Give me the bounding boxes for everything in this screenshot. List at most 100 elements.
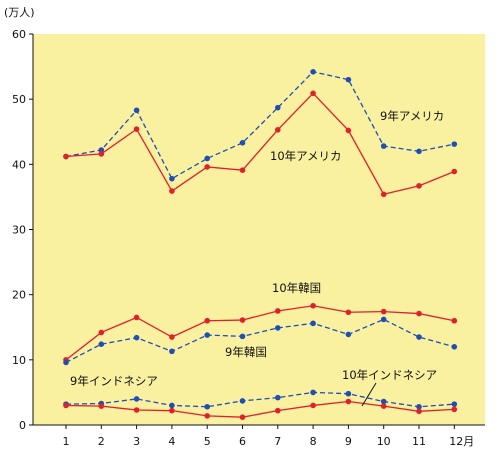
data-point <box>380 308 387 315</box>
y-tick-label: 50 <box>12 93 26 106</box>
y-tick-label: 10 <box>12 354 26 367</box>
data-point <box>239 398 246 404</box>
data-point <box>416 403 422 410</box>
data-point <box>275 126 281 133</box>
series-label: 10年インドネシア <box>342 368 437 382</box>
data-point <box>416 408 422 415</box>
x-tick-label: 2 <box>98 435 105 448</box>
data-point <box>133 126 140 132</box>
data-point <box>345 309 352 316</box>
data-point <box>204 332 210 338</box>
data-point <box>275 104 281 111</box>
y-tick-label: 0 <box>19 419 26 432</box>
data-point <box>451 344 458 350</box>
series-label: 9年韓国 <box>225 345 267 359</box>
data-point <box>169 348 175 355</box>
x-tick-label: 6 <box>239 435 246 448</box>
data-point <box>239 414 246 420</box>
data-point <box>416 148 422 155</box>
data-point <box>239 317 246 323</box>
data-point <box>451 168 458 175</box>
data-point <box>98 403 105 409</box>
data-point <box>133 407 140 413</box>
series-line <box>65 391 455 408</box>
data-point <box>310 68 316 75</box>
data-point <box>310 389 316 396</box>
x-tick-label: 8 <box>310 435 317 448</box>
series-group <box>63 68 458 420</box>
data-point <box>204 164 210 170</box>
data-point <box>169 402 175 409</box>
series-line <box>65 400 455 418</box>
data-point <box>98 147 105 153</box>
x-tick-label: 5 <box>204 435 211 448</box>
series-line <box>65 71 455 180</box>
data-point <box>275 325 281 331</box>
data-point <box>380 398 387 405</box>
data-point <box>310 402 316 409</box>
data-point <box>416 310 422 317</box>
series-label: 10年韓国 <box>272 281 321 295</box>
data-point <box>239 333 246 340</box>
data-point <box>63 153 69 160</box>
data-point <box>204 317 210 324</box>
x-tick-label: 10 <box>377 435 391 448</box>
data-point <box>169 175 175 182</box>
data-point <box>275 308 281 314</box>
data-point <box>169 188 175 194</box>
data-point <box>345 398 352 405</box>
data-point <box>416 334 422 340</box>
data-point <box>133 107 140 114</box>
series-line <box>65 92 455 196</box>
y-tick-label: 40 <box>12 158 26 171</box>
data-point <box>63 359 69 366</box>
x-tick-label: 7 <box>274 435 281 448</box>
y-tick-label: 30 <box>12 224 26 237</box>
data-point <box>380 143 387 149</box>
data-point <box>133 334 140 341</box>
data-point <box>239 167 246 173</box>
data-point <box>169 407 175 414</box>
x-tick-label: 11 <box>412 435 426 448</box>
data-point <box>239 140 246 146</box>
data-point <box>98 341 105 347</box>
data-point <box>204 403 210 410</box>
data-point <box>345 127 352 134</box>
data-point <box>380 191 387 198</box>
x-tick-label: 4 <box>168 435 175 448</box>
x-tick-label: 9 <box>345 435 352 448</box>
y-tick-label: 20 <box>12 289 26 302</box>
series-label: 9年アメリカ <box>380 109 444 123</box>
data-point <box>416 183 422 189</box>
data-point <box>451 401 458 407</box>
data-point <box>345 331 352 338</box>
series-label: 10年アメリカ <box>270 149 342 163</box>
x-axis: 1 2 3 4 5 6 7 8 9 10 11 12月 <box>33 424 485 448</box>
data-point <box>63 402 69 409</box>
y-axis: 0 10 20 30 40 50 60 <box>12 28 34 432</box>
data-point <box>310 320 316 327</box>
data-point <box>310 90 316 97</box>
data-point <box>169 334 175 340</box>
series-labels: 9年アメリカ 10年アメリカ 10年韓国 9年韓国 9年インドネシア 10年インドネシア <box>70 109 444 407</box>
series-label-leader <box>361 382 377 407</box>
data-point <box>380 403 387 409</box>
data-point <box>451 141 458 147</box>
data-point <box>133 396 140 402</box>
x-tick-label: 12月 <box>449 435 474 448</box>
data-point <box>275 394 281 401</box>
series-label: 9年インドネシア <box>70 374 158 388</box>
data-point <box>345 76 352 83</box>
data-point <box>133 314 140 321</box>
y-axis-unit-label: (万人) <box>4 6 35 19</box>
data-point <box>98 151 105 157</box>
plot-background <box>33 34 485 425</box>
x-tick-label: 3 <box>133 435 140 448</box>
data-point <box>204 155 210 162</box>
data-point <box>275 407 281 414</box>
series-line <box>65 305 455 361</box>
data-point <box>380 316 387 323</box>
y-tick-label: 60 <box>12 28 26 41</box>
data-point <box>345 390 352 397</box>
